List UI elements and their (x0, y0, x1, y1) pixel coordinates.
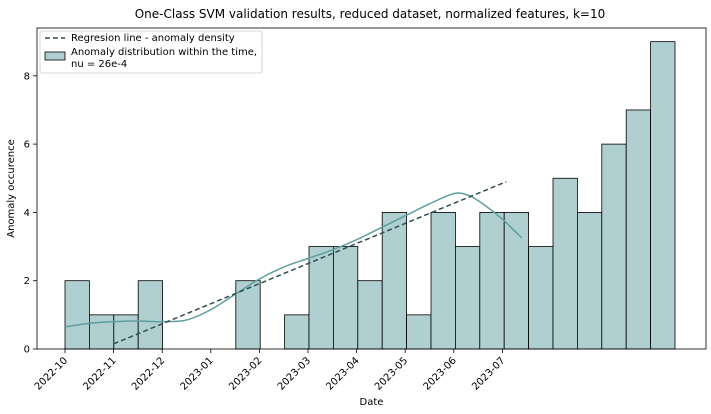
plot-frame (36, 27, 707, 350)
chart-title: One-Class SVM validation results, reduce… (135, 7, 606, 21)
y-tick-label: 6 (24, 140, 30, 151)
legend-histogram-label: Anomaly distribution within the time, nu … (71, 47, 257, 70)
x-tick-label: 2023-05 (373, 355, 410, 392)
x-tick-label: 2023-02 (227, 355, 264, 392)
x-tick-label: 2023-03 (276, 355, 313, 392)
kde-line (64, 192, 523, 328)
histogram-bar (625, 109, 652, 350)
legend-histogram-label-line: nu = 26e-4 (71, 59, 127, 70)
histogram-bar (137, 280, 163, 350)
histogram-bar (332, 246, 359, 350)
y-axis-label: Anomaly occurence (6, 139, 17, 238)
x-axis-label: Date (360, 397, 384, 408)
histogram-bar (64, 280, 90, 350)
x-tick-label: 2022-11 (81, 355, 118, 392)
histogram-bar (430, 212, 456, 350)
legend-histogram-label-line: Anomaly distribution within the time, (71, 47, 257, 58)
histogram-bars (64, 41, 676, 350)
x-tick-label: 2023-06 (422, 355, 459, 392)
y-tick-label: 2 (24, 276, 30, 287)
legend-regression-label: Regresion line - anomaly density (71, 33, 235, 44)
histogram-bar (552, 177, 578, 350)
x-tick-label: 2022-10 (33, 355, 70, 392)
legend-box (39, 30, 263, 74)
x-tick-label: 2023-07 (470, 355, 507, 392)
histogram-bar (406, 314, 432, 350)
y-tick-label: 0 (24, 345, 30, 356)
legend-histogram-swatch (44, 51, 66, 61)
histogram-bar (89, 314, 115, 350)
chart-lines (64, 180, 523, 345)
histogram-bar (601, 143, 627, 350)
x-tick-label: 2023-04 (324, 355, 361, 392)
histogram-bar (113, 314, 139, 350)
y-tick-label: 4 (24, 208, 30, 219)
x-tick-label: 2023-01 (179, 355, 216, 392)
histogram-bar (284, 314, 310, 350)
histogram-bar (381, 212, 408, 350)
legend: Regresion line - anomaly density Anomaly … (39, 30, 263, 74)
histogram-bar (357, 280, 383, 350)
y-tick-label: 8 (24, 71, 30, 82)
x-tick-label: 2022-12 (130, 355, 167, 392)
histogram-bar (454, 246, 481, 350)
regression-line (113, 180, 507, 345)
histogram-bar (503, 212, 530, 350)
histogram-bar (308, 246, 334, 350)
x-axis: 2022-10 2022-11 2022-12 2023-01 2023-02 2023-… (33, 349, 508, 393)
histogram-bar (479, 212, 505, 350)
histogram-bar (577, 212, 603, 350)
y-axis: 0 2 4 6 8 (24, 71, 37, 356)
histogram-bar (528, 246, 554, 350)
histogram-bar (650, 41, 676, 350)
